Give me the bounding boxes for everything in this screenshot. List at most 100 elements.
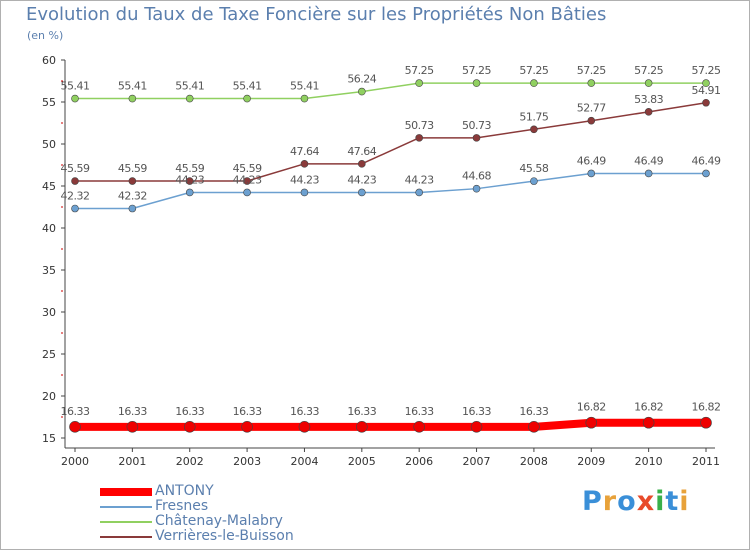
y-tick-label: 60	[42, 54, 56, 67]
data-label-verrieres-le-buisson: 52.77	[577, 102, 606, 115]
x-tick-label: 2007	[463, 455, 491, 468]
data-label-verrieres-le-buisson: 45.59	[233, 162, 262, 175]
data-label-antony: 16.33	[519, 405, 548, 418]
data-label-verrieres-le-buisson: 50.73	[405, 119, 434, 132]
data-label-verrieres-le-buisson: 50.73	[462, 119, 491, 132]
data-point-antony	[585, 416, 598, 429]
data-label-antony: 16.82	[692, 401, 721, 414]
data-point-verrieres-le-buisson	[530, 125, 538, 134]
data-point-verrieres-le-buisson	[358, 160, 366, 168]
data-label-chatenay-malabry: 55.41	[233, 80, 262, 93]
data-point-antony	[470, 421, 483, 433]
logo-letter: P	[582, 486, 603, 517]
logo-letter: o	[617, 486, 637, 517]
data-label-fresnes: 42.32	[61, 190, 90, 203]
x-tick-label: 2004	[290, 455, 318, 468]
data-label-verrieres-le-buisson: 45.59	[118, 162, 147, 175]
logo-letter: x	[636, 486, 656, 517]
series-layer	[69, 79, 712, 433]
data-point-verrieres-le-buisson	[472, 134, 481, 142]
data-label-fresnes: 44.23	[175, 173, 204, 186]
data-point-verrieres-le-buisson	[71, 177, 79, 185]
y-tick-label: 45	[42, 180, 56, 193]
data-point-fresnes	[415, 188, 423, 197]
data-point-fresnes	[128, 204, 137, 213]
y-tick-label: 40	[42, 222, 56, 235]
data-point-verrieres-le-buisson	[300, 160, 309, 168]
data-point-verrieres-le-buisson	[587, 116, 596, 125]
legend-swatch-fresnes	[100, 506, 152, 508]
y-tick-label: 35	[42, 264, 56, 277]
data-label-chatenay-malabry: 57.25	[405, 64, 434, 77]
data-label-antony: 16.33	[175, 405, 204, 418]
data-label-chatenay-malabry: 56.24	[347, 73, 376, 86]
series-line-fresnes	[75, 172, 706, 210]
logo-letter: i	[655, 486, 666, 517]
y-tick-label: 15	[42, 432, 56, 445]
data-label-verrieres-le-buisson: 45.59	[175, 162, 204, 175]
legend-swatch-chatenay-malabry	[100, 521, 152, 523]
x-tick-label: 2010	[635, 455, 663, 468]
data-label-fresnes: 44.23	[233, 173, 262, 186]
data-point-fresnes	[243, 188, 251, 197]
data-label-fresnes: 44.23	[347, 173, 376, 186]
data-point-antony	[413, 421, 425, 433]
y-tick-label: 25	[42, 348, 56, 361]
x-tick-label: 2005	[348, 455, 376, 468]
data-point-chatenay-malabry	[587, 79, 596, 87]
data-point-fresnes	[472, 184, 481, 193]
data-point-verrieres-le-buisson	[185, 177, 194, 185]
data-label-chatenay-malabry: 55.41	[61, 80, 90, 93]
series-line-antony	[75, 418, 706, 431]
unit-label: (en %)	[27, 29, 64, 42]
data-point-verrieres-le-buisson	[702, 98, 710, 107]
data-label-antony: 16.33	[118, 405, 147, 418]
data-label-antony: 16.33	[233, 405, 262, 418]
y-tick-label: 20	[42, 390, 56, 403]
data-label-antony: 16.33	[290, 405, 319, 418]
data-point-fresnes	[644, 169, 653, 178]
data-labels: 42.32 42.32 44.23 44.23 44.23 44.23 44.23 44.68…	[61, 64, 722, 418]
legend-label-chatenay-malabry: Châtenay-Malabry	[155, 513, 283, 529]
data-label-chatenay-malabry: 57.25	[634, 64, 663, 77]
logo-letter: i	[679, 486, 690, 517]
data-label-verrieres-le-buisson: 51.75	[519, 110, 548, 123]
data-label-antony: 16.33	[347, 405, 376, 418]
data-label-antony: 16.33	[405, 405, 434, 418]
data-point-antony	[241, 421, 253, 433]
logo-letter: r	[602, 486, 618, 517]
data-label-chatenay-malabry: 57.25	[692, 64, 721, 77]
data-point-antony	[298, 421, 311, 433]
data-point-chatenay-malabry	[530, 79, 538, 87]
data-point-verrieres-le-buisson	[243, 177, 251, 185]
legend-label-fresnes: Fresnes	[155, 498, 209, 514]
y-tick-label: 30	[42, 306, 56, 319]
legend-swatch-verrieres-le-buisson	[100, 536, 152, 538]
legend-label-verrieres-le-buisson: Verrières-le-Buisson	[155, 528, 294, 544]
data-point-fresnes	[358, 188, 366, 197]
legend-label-antony: ANTONY	[155, 483, 214, 499]
data-label-verrieres-le-buisson: 45.59	[61, 162, 90, 175]
data-label-fresnes: 44.68	[462, 170, 491, 183]
data-label-chatenay-malabry: 57.25	[519, 64, 548, 77]
series-line-verrieres-le-buisson	[75, 102, 707, 182]
data-point-chatenay-malabry	[128, 94, 137, 103]
data-label-chatenay-malabry: 57.25	[577, 64, 606, 77]
x-tick-label: 2011	[692, 455, 720, 468]
proxiti-logo: Proxiti	[582, 486, 690, 517]
x-tick-label: 2000	[61, 455, 89, 468]
y-tick-label: 55	[42, 96, 56, 109]
data-label-fresnes: 46.49	[692, 154, 721, 167]
data-point-chatenay-malabry	[358, 87, 366, 96]
data-label-verrieres-le-buisson: 53.83	[634, 93, 663, 106]
data-point-antony	[356, 421, 368, 433]
data-point-chatenay-malabry	[185, 94, 194, 103]
data-point-chatenay-malabry	[300, 94, 309, 103]
series-line-chatenay-malabry	[75, 82, 706, 100]
y-tick-label: 50	[42, 138, 56, 151]
data-point-fresnes	[185, 188, 194, 197]
data-point-fresnes	[587, 169, 596, 178]
data-label-verrieres-le-buisson: 47.64	[347, 145, 376, 158]
x-tick-label: 2009	[577, 455, 605, 468]
